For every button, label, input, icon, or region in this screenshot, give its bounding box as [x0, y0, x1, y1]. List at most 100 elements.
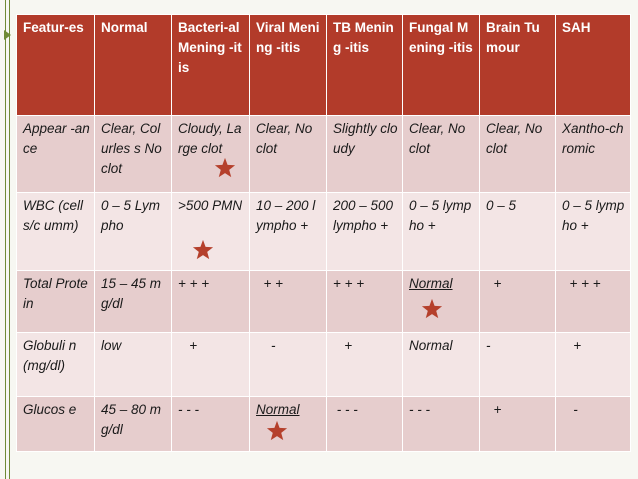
table-cell: + + +	[171, 270, 250, 333]
table-cell: +	[326, 332, 403, 397]
table-cell: 0 – 5 Lympho	[94, 192, 172, 271]
cell-text: +	[486, 276, 502, 291]
cell-text: Clear, No clot	[256, 121, 313, 156]
table-cell: Clear, No clot	[479, 115, 556, 193]
table-cell: 0 – 5 lympho +	[555, 192, 631, 271]
cell-text: Clear, No clot	[409, 121, 466, 156]
star-marker-icon	[266, 420, 288, 441]
table-cell: 10 – 200 lympho +	[249, 192, 327, 271]
table-cell: + + +	[555, 270, 631, 333]
cell-text: + + +	[333, 276, 365, 291]
table-row: WBC (cells/c umm) 0 – 5 Lympho >500 PMN …	[16, 192, 631, 271]
cell-text: + +	[256, 276, 284, 291]
table-cell: -	[479, 332, 556, 397]
csf-comparison-table: Featur-es Normal Bacteri-al Mening -itis…	[16, 14, 631, 452]
table-cell: low	[94, 332, 172, 397]
table-cell: Clear, Colurles s No clot	[94, 115, 172, 193]
cell-text: - - -	[409, 402, 430, 417]
cell-text: -	[562, 402, 578, 417]
cell-text: Normal	[256, 402, 300, 417]
header-cell: Fungal Mening -itis	[402, 14, 480, 116]
star-marker-shape	[192, 239, 214, 260]
header-cell: Bacteri-al Mening -itis	[171, 14, 250, 116]
header-cell: Featur-es	[16, 14, 95, 116]
cell-text: +	[333, 338, 353, 353]
header-row: Featur-es Normal Bacteri-al Mening -itis…	[16, 14, 631, 116]
table-row: Globuli n (mg/dl) low + - + Normal - +	[16, 332, 631, 397]
row-label-cell: Glucos e	[16, 396, 95, 452]
slide-decoration-arrow	[4, 30, 11, 40]
table-cell: Xantho-chromic	[555, 115, 631, 193]
header-cell: TB Mening -itis	[326, 14, 403, 116]
cell-text: 15 – 45 mg/dl	[101, 276, 162, 311]
cell-text: Normal	[409, 338, 453, 353]
cell-text: Clear, No clot	[486, 121, 543, 156]
table-cell: - - -	[402, 396, 480, 452]
table-cell: +	[479, 396, 556, 452]
cell-text: -	[256, 338, 276, 353]
cell-text: - - -	[333, 402, 358, 417]
cell-text: 0 – 5 lympho +	[409, 198, 472, 233]
header-cell: Viral Mening -itis	[249, 14, 327, 116]
table-cell: + +	[249, 270, 327, 333]
cell-text: +	[486, 402, 502, 417]
row-label-cell: Appear -ance	[16, 115, 95, 193]
star-marker-icon	[192, 239, 214, 260]
table-row: Total Protein 15 – 45 mg/dl + + + + + + …	[16, 270, 631, 333]
table-cell: -	[555, 396, 631, 452]
cell-text: 200 – 500 lympho +	[333, 198, 394, 233]
cell-text: + + +	[178, 276, 210, 291]
cell-text: 0 – 5	[486, 198, 517, 213]
table-cell: 15 – 45 mg/dl	[94, 270, 172, 333]
table-cell: Slightly cloudy	[326, 115, 403, 193]
header-cell: Normal	[94, 14, 172, 116]
table-cell: +	[479, 270, 556, 333]
table-cell: Normal	[402, 270, 480, 333]
star-marker-shape	[266, 420, 288, 441]
cell-text: Normal	[409, 276, 453, 291]
cell-text: 0 – 5 lympho +	[562, 198, 625, 233]
cell-text: Cloudy, Large clot	[178, 121, 242, 156]
table-cell: + + +	[326, 270, 403, 333]
cell-text: Xantho-chromic	[562, 121, 624, 156]
cell-text: +	[178, 338, 198, 353]
table-cell: +	[171, 332, 250, 397]
slide-decoration-line	[9, 0, 10, 479]
header-cell: SAH	[555, 14, 631, 116]
table-cell: Cloudy, Large clot	[171, 115, 250, 193]
cell-text: Slightly cloudy	[333, 121, 398, 156]
table-cell: 0 – 5 lympho +	[402, 192, 480, 271]
cell-text: +	[562, 338, 582, 353]
slide-decoration-line	[5, 0, 6, 479]
table-cell: - - -	[171, 396, 250, 452]
star-marker-shape	[214, 157, 236, 178]
cell-text: 10 – 200 lympho +	[256, 198, 316, 233]
table-cell: - - -	[326, 396, 403, 452]
cell-text: -	[486, 338, 491, 353]
table-cell: Normal	[249, 396, 327, 452]
table-cell: Normal	[402, 332, 480, 397]
table-cell: >500 PMN	[171, 192, 250, 271]
header-cell: Brain Tumour	[479, 14, 556, 116]
cell-text: 45 – 80 mg/dl	[101, 402, 162, 437]
star-marker-shape	[421, 298, 443, 319]
star-marker-icon	[214, 157, 236, 178]
table-cell: 0 – 5	[479, 192, 556, 271]
table-cell: 200 – 500 lympho +	[326, 192, 403, 271]
cell-text: Clear, Colurles s No clot	[101, 121, 162, 176]
row-label-cell: Globuli n (mg/dl)	[16, 332, 95, 397]
cell-text: + + +	[562, 276, 601, 291]
table-cell: 45 – 80 mg/dl	[94, 396, 172, 452]
cell-text: low	[101, 338, 122, 353]
table-row: Appear -ance Clear, Colurles s No clot C…	[16, 115, 631, 193]
table-cell: Clear, No clot	[402, 115, 480, 193]
cell-text: 0 – 5 Lympho	[101, 198, 161, 233]
star-marker-icon	[421, 298, 443, 319]
cell-text: >500 PMN	[178, 198, 243, 213]
table-cell: Clear, No clot	[249, 115, 327, 193]
table-cell: -	[249, 332, 327, 397]
cell-text: - - -	[178, 402, 199, 417]
table-cell: +	[555, 332, 631, 397]
table-row: Glucos e 45 – 80 mg/dl - - - Normal - - …	[16, 396, 631, 452]
row-label-cell: WBC (cells/c umm)	[16, 192, 95, 271]
